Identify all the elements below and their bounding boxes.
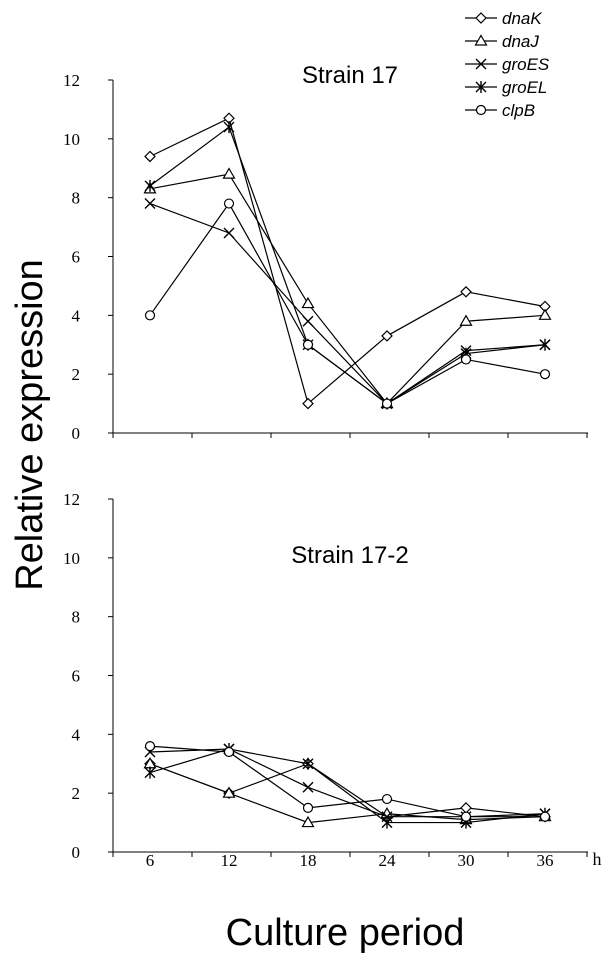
- data-point-dnaK: [144, 150, 156, 163]
- legend-label: dnaJ: [502, 32, 539, 51]
- y-axis-title: Relative expression: [9, 259, 51, 591]
- legend-label: dnaK: [502, 9, 542, 28]
- legend: dnaK dnaJ groES groEL clpB: [465, 9, 550, 120]
- series-line-groES: [149, 748, 546, 818]
- y-tick-label: 8: [72, 608, 81, 627]
- data-point-clpB: [223, 746, 235, 758]
- data-point-clpB: [381, 398, 393, 409]
- y-tick-label: 12: [63, 71, 80, 90]
- series-clpB: [144, 198, 551, 409]
- data-point-clpB: [381, 793, 393, 805]
- data-point-clpB: [144, 310, 156, 321]
- y-tick-label: 4: [72, 725, 81, 744]
- series-groEL: [144, 121, 551, 410]
- y-tick-label: 4: [72, 306, 81, 325]
- series-line-groEL: [149, 748, 546, 824]
- data-point-dnaK: [302, 397, 314, 410]
- series-groES: [144, 198, 551, 410]
- y-tick-label: 6: [72, 248, 81, 267]
- data-point-clpB: [539, 811, 551, 822]
- x-unit-label: h: [593, 849, 602, 869]
- legend-marker-groEL: [475, 81, 487, 93]
- series-clpB: [144, 740, 551, 822]
- legend-marker-clpB: [475, 104, 487, 116]
- data-point-groEL: [144, 766, 156, 779]
- legend-entry-dnaK: dnaK: [465, 9, 542, 28]
- legend-label: groEL: [502, 78, 547, 97]
- y-tick-label: 0: [72, 843, 81, 862]
- legend-entry-clpB: clpB: [465, 101, 535, 120]
- x-tick-label: 36: [537, 851, 554, 870]
- data-point-dnaK: [460, 802, 472, 814]
- data-point-clpB: [460, 354, 472, 365]
- series-line-dnaK: [149, 763, 546, 818]
- data-point-clpB: [302, 802, 314, 813]
- data-point-groEL: [539, 338, 551, 351]
- data-point-clpB: [223, 198, 235, 209]
- legend-label: groES: [502, 55, 550, 74]
- x-tick-label: 6: [146, 851, 155, 870]
- x-tick-label: 30: [458, 851, 475, 870]
- x-tick-label: 12: [221, 851, 238, 870]
- data-point-clpB: [539, 369, 551, 380]
- data-point-groES: [223, 227, 235, 239]
- y-tick-label: 0: [72, 424, 81, 443]
- y-tick-label: 6: [72, 667, 81, 686]
- legend-entry-dnaJ: dnaJ: [465, 32, 539, 51]
- series-dnaK: [144, 757, 551, 823]
- data-point-dnaJ: [222, 786, 236, 798]
- y-tick-label: 2: [72, 784, 81, 803]
- x-tick-label: 24: [379, 851, 397, 870]
- series-dnaJ: [143, 167, 552, 409]
- data-point-groEL: [302, 757, 314, 770]
- series-line-dnaJ: [149, 173, 546, 405]
- x-tick-label: 18: [300, 851, 317, 870]
- data-point-dnaK: [460, 285, 472, 298]
- legend-label: clpB: [502, 101, 535, 120]
- legend-marker-dnaK: [475, 12, 487, 24]
- data-point-groEL: [144, 179, 156, 192]
- panel-strain-17: 0 2 4 6 8 10 12 Strain 17: [63, 62, 588, 443]
- series-line-dnaK: [149, 117, 546, 405]
- series-line-clpB: [149, 745, 545, 818]
- series-line-dnaJ: [149, 763, 546, 824]
- series-line-groES: [149, 202, 546, 405]
- data-point-groES: [302, 315, 314, 327]
- data-point-groEL: [381, 816, 393, 829]
- data-point-dnaJ: [301, 296, 315, 309]
- y-tick-label: 8: [72, 189, 81, 208]
- data-point-groEL: [223, 121, 235, 134]
- data-point-dnaK: [381, 330, 393, 342]
- data-point-clpB: [302, 339, 314, 350]
- data-point-dnaJ: [459, 314, 473, 326]
- legend-entry-groES: groES: [465, 55, 550, 74]
- panel-title: Strain 17: [302, 62, 398, 89]
- data-point-clpB: [460, 811, 472, 822]
- legend-marker-groES: [475, 58, 487, 70]
- data-point-dnaJ: [222, 167, 236, 179]
- y-tick-label: 2: [72, 365, 81, 384]
- data-point-dnaJ: [301, 815, 315, 828]
- data-point-clpB: [144, 740, 156, 752]
- data-point-dnaJ: [538, 308, 552, 320]
- data-point-groES: [302, 781, 314, 793]
- y-tick-label: 12: [63, 490, 80, 509]
- legend-marker-dnaJ: [474, 34, 488, 46]
- legend-entry-groEL: groEL: [465, 78, 547, 97]
- y-tick-label: 10: [63, 549, 80, 568]
- y-tick-label: 10: [63, 130, 80, 149]
- panel-title: Strain 17-2: [291, 542, 408, 569]
- series-dnaK: [144, 112, 551, 410]
- series-line-clpB: [149, 202, 546, 405]
- data-point-groES: [144, 198, 156, 210]
- x-axis-title: Culture period: [226, 912, 465, 954]
